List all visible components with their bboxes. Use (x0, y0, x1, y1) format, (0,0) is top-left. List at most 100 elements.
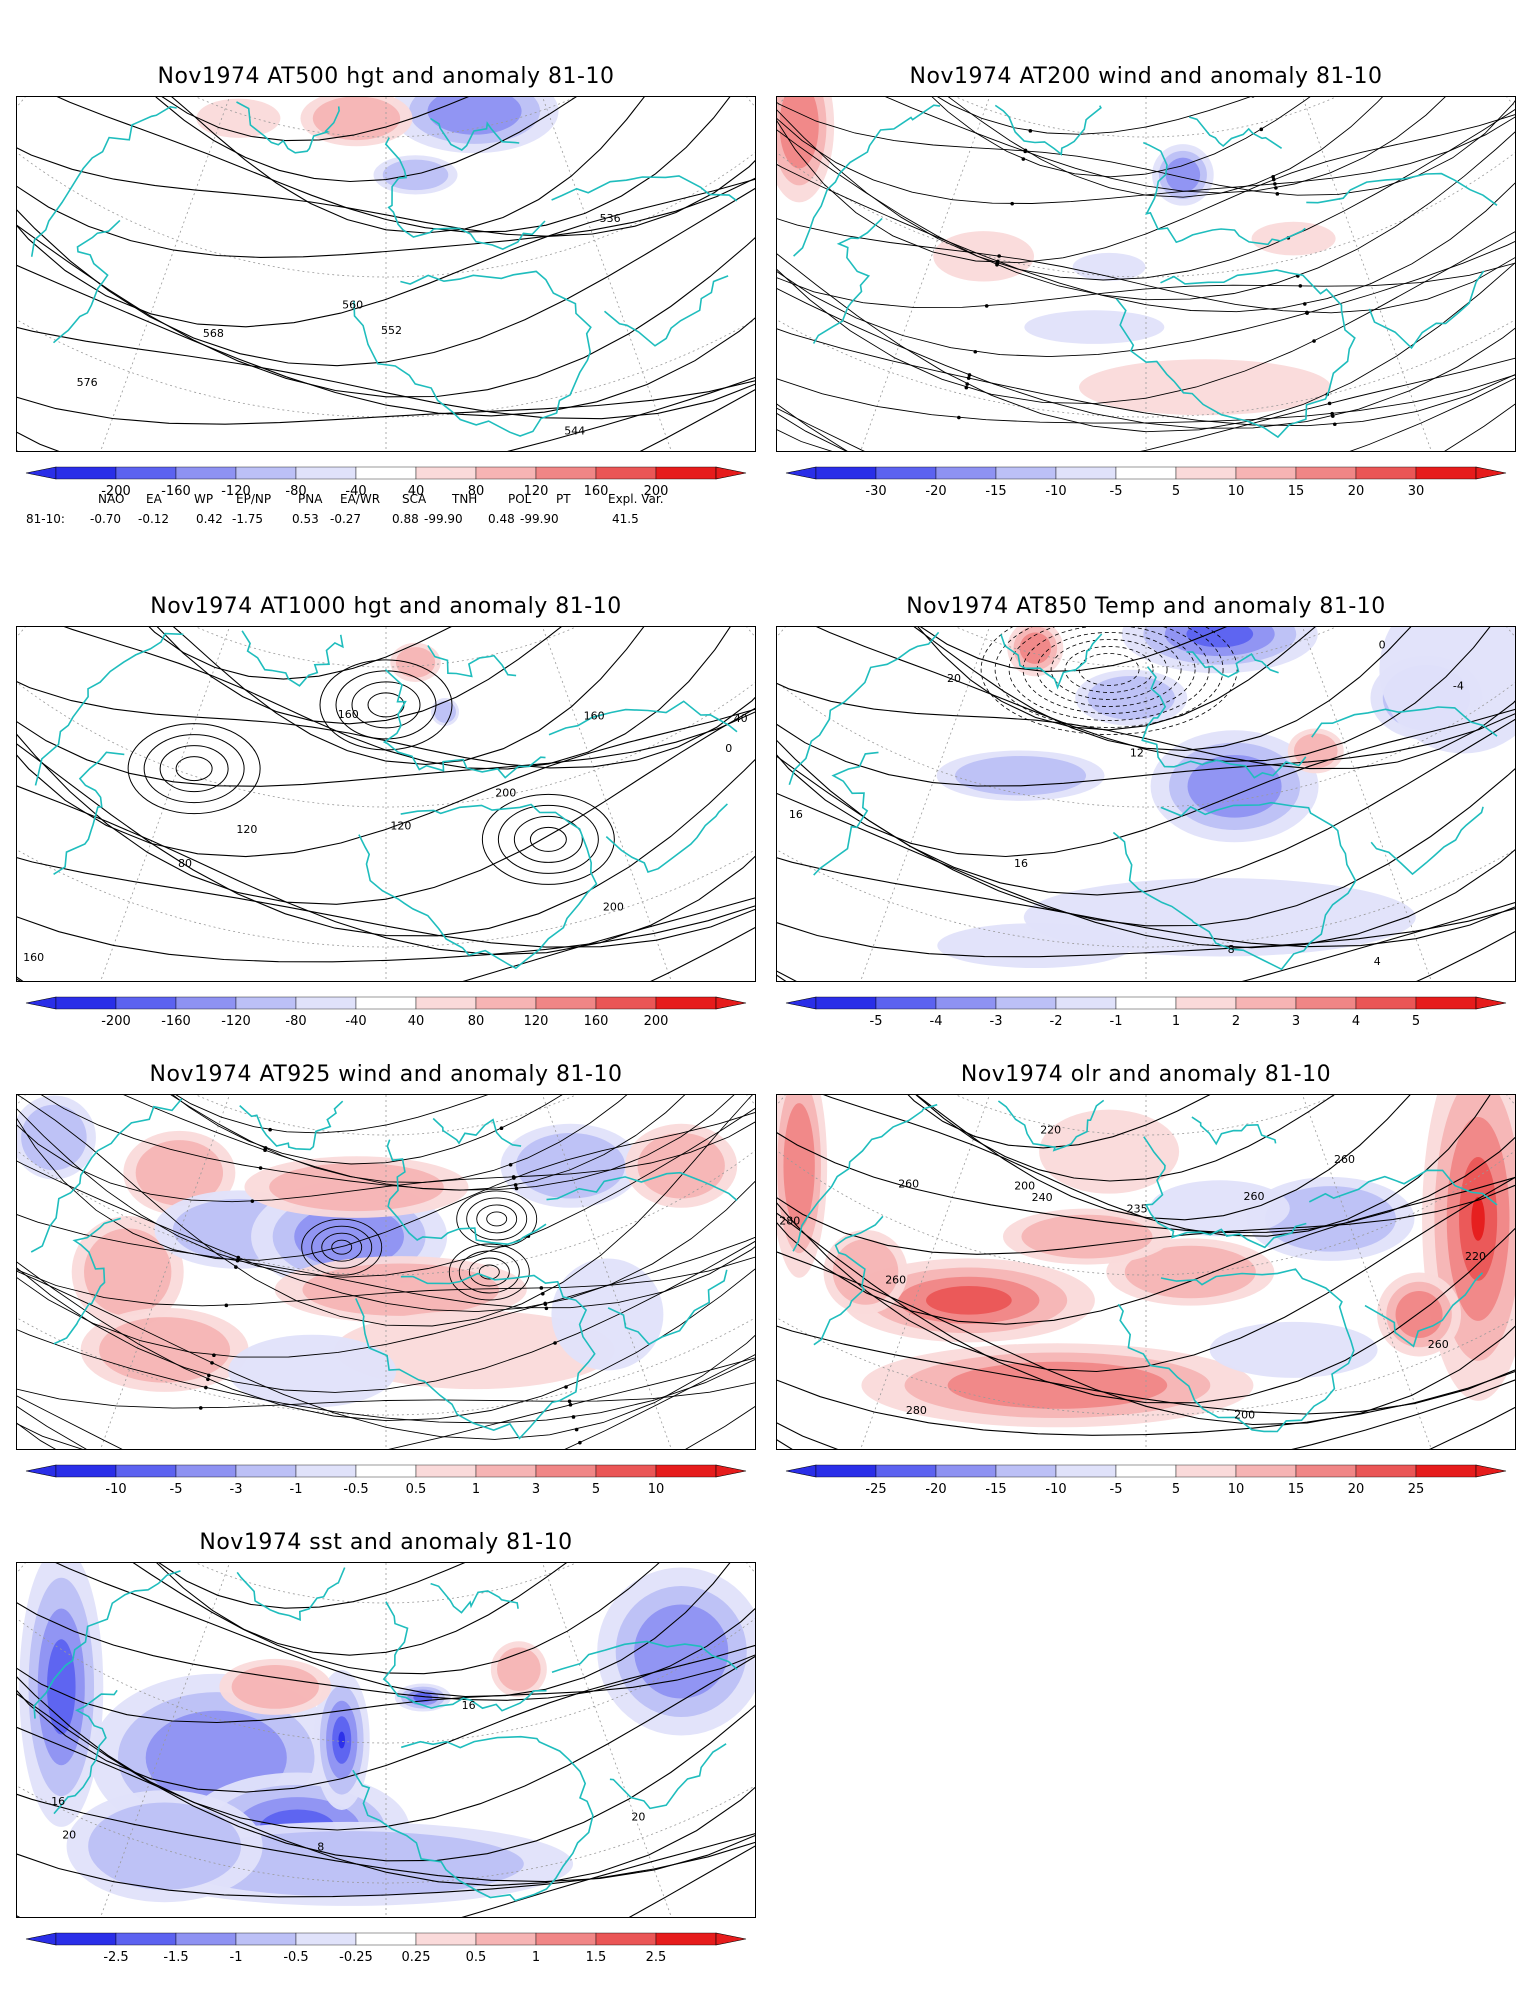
colorbar-segment (1115, 466, 1177, 480)
panel-title: Nov1974 AT1000 hgt and anomaly 81-10 (150, 594, 622, 619)
colorbar-segment (1355, 466, 1417, 480)
contour-label: 260 (898, 1178, 919, 1191)
colorbar-segment (655, 1932, 717, 1946)
colorbar-segment (935, 996, 997, 1010)
colorbar-tick-label: 0.5 (405, 1482, 427, 1497)
contour-label: 200 (495, 786, 516, 799)
colorbar-tick-label: -3 (229, 1482, 243, 1497)
colorbar-tick-label: 1 (1171, 1014, 1181, 1029)
colorbar-at200: -30 -20 -15 -10 -5 5 10 15 20 30 (776, 464, 1516, 510)
index-header: NAO (98, 492, 125, 506)
colorbar-tick-label: -80 (285, 484, 307, 499)
colorbar-tick-label: -20 (925, 484, 947, 499)
index-value: -0.70 (90, 512, 122, 526)
colorbar-tick-label: 15 (1287, 1482, 1305, 1497)
panel-title: Nov1974 olr and anomaly 81-10 (960, 1062, 1332, 1087)
index-header: PNA (298, 492, 323, 506)
colorbar-segment (475, 1464, 537, 1478)
colorbar-arrow-right (715, 466, 747, 480)
colorbar-tick-label: 10 (1227, 484, 1245, 499)
contour-label: 16 (51, 1795, 65, 1808)
colorbar-segment (175, 996, 237, 1010)
contour-label: 8 (317, 1841, 324, 1854)
colorbar-segment (535, 996, 597, 1010)
colorbar-segment (415, 466, 477, 480)
colorbar-segment (355, 1464, 417, 1478)
colorbar-tick-label: 200 (643, 484, 669, 499)
contour-label: 20 (631, 1810, 645, 1823)
colorbar-segment (115, 1932, 177, 1946)
colorbar-tick-label: 160 (583, 1014, 609, 1029)
index-value: -1.75 (232, 512, 264, 526)
colorbar-tick-label: 0.5 (465, 1950, 487, 1965)
colorbar-tick-label: 160 (583, 484, 609, 499)
contour-label: 20 (62, 1829, 76, 1842)
colorbar-segment (475, 996, 537, 1010)
colorbar-tick-label: -40 (345, 484, 367, 499)
colorbar-segment (55, 466, 117, 480)
colorbar-segment (935, 466, 997, 480)
contour-label: 200 (1014, 1179, 1035, 1192)
colorbar-segment (475, 1932, 537, 1946)
contour-label: 40 (734, 712, 748, 725)
colorbar-segment (355, 466, 417, 480)
contour-label: 16 (789, 808, 803, 821)
index-header: EA (146, 492, 162, 506)
colorbar-tick-label: -80 (285, 1014, 307, 1029)
map-sst: 20 16 8 20 16 (16, 1562, 756, 1918)
colorbar-arrow-right (715, 996, 747, 1010)
contour-label: 200 (1234, 1409, 1255, 1422)
index-value: -0.27 (330, 512, 362, 526)
colorbar-tick-label: -160 (161, 1014, 191, 1029)
colorbar-tick-label: 120 (523, 1014, 549, 1029)
colorbar-tick-label: 1 (471, 1482, 481, 1497)
contour-label: 260 (1428, 1338, 1449, 1351)
colorbar-tick-label: -10 (105, 1482, 127, 1497)
colorbar-tick-label: 80 (467, 484, 485, 499)
colorbar-arrow-left (25, 1932, 57, 1946)
colorbar-tick-label: 5 (1171, 1482, 1181, 1497)
map-at925 (16, 1094, 756, 1450)
colorbar-segment (295, 1932, 357, 1946)
colorbar-segment (355, 996, 417, 1010)
contour-label: 568 (203, 327, 224, 340)
colorbar-segment (1115, 996, 1177, 1010)
colorbar-tick-label: -1.5 (163, 1950, 189, 1965)
colorbar-segment (935, 1464, 997, 1478)
colorbar-arrow-left (785, 466, 817, 480)
colorbar-segment (55, 996, 117, 1010)
colorbar-tick-label: 10 (1227, 1482, 1245, 1497)
colorbar-segment (175, 1464, 237, 1478)
colorbar-segment (1415, 996, 1477, 1010)
contour-label: 260 (885, 1274, 906, 1287)
colorbar-segment (815, 1464, 877, 1478)
colorbar-tick-label: 30 (1407, 484, 1425, 499)
colorbar-segment (55, 1932, 117, 1946)
colorbar-tick-label: 5 (1171, 484, 1181, 499)
index-header: WP (194, 492, 214, 506)
colorbar-segment (655, 996, 717, 1010)
index-header: PT (556, 492, 571, 506)
colorbar-tick-label: 3 (531, 1482, 541, 1497)
colorbar-segment (535, 466, 597, 480)
colorbar-segment (115, 996, 177, 1010)
contour-label: 4 (1374, 955, 1381, 968)
colorbar-segment (355, 1932, 417, 1946)
colorbar-segment (115, 466, 177, 480)
colorbar-segment (1235, 1464, 1297, 1478)
colorbar-segment (1055, 466, 1117, 480)
colorbar-segment (595, 466, 657, 480)
colorbar-tick-label: -0.25 (339, 1950, 373, 1965)
colorbar-segment (535, 1464, 597, 1478)
index-value: -99.90 (424, 512, 463, 526)
index-value: 0.53 (292, 512, 319, 526)
index-value: 0.42 (196, 512, 223, 526)
contour-label: 552 (381, 324, 402, 337)
contour-label: 12 (1130, 747, 1144, 760)
contour-label: 80 (178, 857, 192, 870)
index-header: TNH (452, 492, 478, 506)
colorbar-tick-label: -4 (929, 1014, 943, 1029)
colorbar-tick-label: 40 (407, 484, 425, 499)
contour-label: 120 (236, 823, 257, 836)
colorbar-tick-label: 1.5 (585, 1950, 607, 1965)
